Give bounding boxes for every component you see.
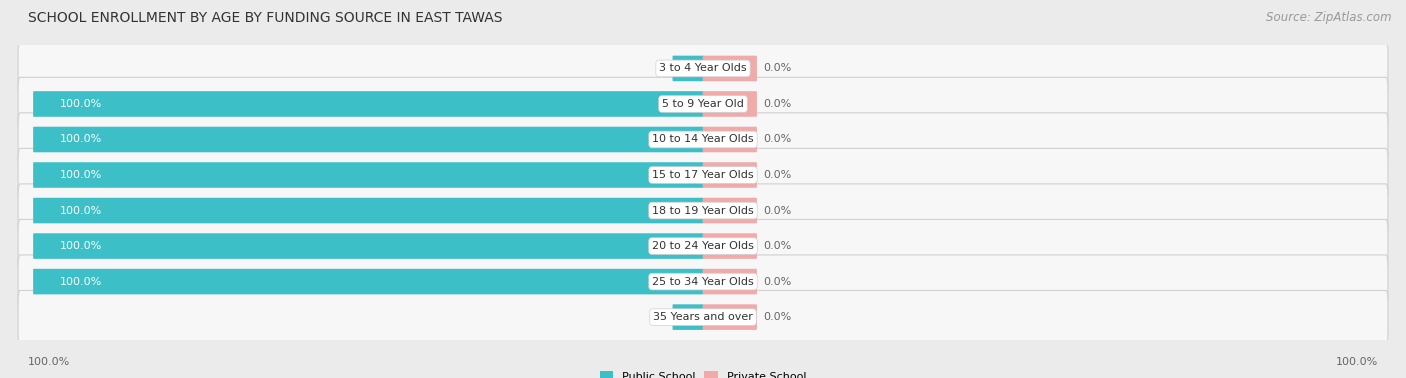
Text: 100.0%: 100.0% [60,170,103,180]
Text: 0.0%: 0.0% [763,206,792,215]
FancyBboxPatch shape [18,113,1388,166]
FancyBboxPatch shape [34,233,703,259]
FancyBboxPatch shape [18,219,1388,273]
FancyBboxPatch shape [18,255,1388,308]
FancyBboxPatch shape [703,198,756,223]
Legend: Public School, Private School: Public School, Private School [600,371,806,378]
Text: 100.0%: 100.0% [28,357,70,367]
Text: 0.0%: 0.0% [763,99,792,109]
FancyBboxPatch shape [34,162,703,188]
FancyBboxPatch shape [672,56,703,81]
FancyBboxPatch shape [34,269,703,294]
Text: 15 to 17 Year Olds: 15 to 17 Year Olds [652,170,754,180]
FancyBboxPatch shape [34,91,703,117]
Text: 20 to 24 Year Olds: 20 to 24 Year Olds [652,241,754,251]
FancyBboxPatch shape [18,184,1388,237]
FancyBboxPatch shape [703,304,756,330]
Text: 10 to 14 Year Olds: 10 to 14 Year Olds [652,135,754,144]
FancyBboxPatch shape [672,304,703,330]
Text: 0.0%: 0.0% [763,135,792,144]
Text: 0.0%: 0.0% [763,277,792,287]
FancyBboxPatch shape [18,42,1388,95]
Text: 100.0%: 100.0% [60,241,103,251]
Text: 0.0%: 0.0% [763,241,792,251]
Text: 5 to 9 Year Old: 5 to 9 Year Old [662,99,744,109]
Text: 0.0%: 0.0% [665,312,693,322]
Text: 0.0%: 0.0% [665,64,693,73]
FancyBboxPatch shape [18,290,1388,344]
Text: SCHOOL ENROLLMENT BY AGE BY FUNDING SOURCE IN EAST TAWAS: SCHOOL ENROLLMENT BY AGE BY FUNDING SOUR… [28,11,502,25]
FancyBboxPatch shape [34,127,703,152]
Text: 100.0%: 100.0% [60,135,103,144]
Text: 0.0%: 0.0% [763,312,792,322]
Text: 3 to 4 Year Olds: 3 to 4 Year Olds [659,64,747,73]
FancyBboxPatch shape [703,56,756,81]
Text: 100.0%: 100.0% [60,99,103,109]
FancyBboxPatch shape [703,233,756,259]
FancyBboxPatch shape [703,269,756,294]
Text: 100.0%: 100.0% [1336,357,1378,367]
FancyBboxPatch shape [703,162,756,188]
Text: 100.0%: 100.0% [60,206,103,215]
FancyBboxPatch shape [18,77,1388,131]
Text: 0.0%: 0.0% [763,64,792,73]
FancyBboxPatch shape [18,149,1388,201]
Text: 100.0%: 100.0% [60,277,103,287]
Text: 18 to 19 Year Olds: 18 to 19 Year Olds [652,206,754,215]
Text: 35 Years and over: 35 Years and over [652,312,754,322]
Text: Source: ZipAtlas.com: Source: ZipAtlas.com [1267,11,1392,24]
FancyBboxPatch shape [703,127,756,152]
FancyBboxPatch shape [34,198,703,223]
Text: 0.0%: 0.0% [763,170,792,180]
Text: 25 to 34 Year Olds: 25 to 34 Year Olds [652,277,754,287]
FancyBboxPatch shape [703,91,756,117]
